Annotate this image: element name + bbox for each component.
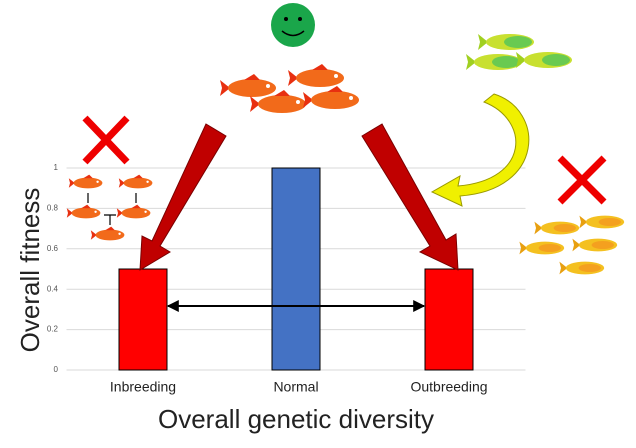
y-tick-label: 0.4 xyxy=(47,284,59,293)
arrow-right xyxy=(361,123,459,271)
x-tick-label: Outbreeding xyxy=(410,379,487,395)
bar xyxy=(424,268,474,371)
x-axis-label: Overall genetic diversity xyxy=(158,404,434,434)
y-tick-label: 1 xyxy=(54,163,59,172)
cross-right xyxy=(557,155,607,205)
fish-group-green xyxy=(466,34,572,70)
y-axis-label: Overall fitness xyxy=(15,188,45,353)
smiley xyxy=(271,3,315,47)
y-tick-label: 0.2 xyxy=(47,325,59,334)
fish-group-normal xyxy=(220,64,359,113)
cross-left xyxy=(82,115,130,165)
bar xyxy=(271,167,321,371)
fish-group-inbred xyxy=(66,174,153,241)
arrow-yellow xyxy=(430,93,530,207)
x-tick-label: Inbreeding xyxy=(110,379,176,395)
plot: 0 0.2 0.4 0.6 0.8 1 xyxy=(47,163,526,374)
y-tick-label: 0.6 xyxy=(47,244,59,253)
y-tick-label: 0 xyxy=(54,365,59,374)
x-tick-label: Normal xyxy=(273,379,318,395)
fish-group-yellow xyxy=(519,215,625,275)
arrow-left xyxy=(139,123,227,271)
bar xyxy=(118,268,168,371)
y-tick-label: 0.8 xyxy=(47,204,59,213)
